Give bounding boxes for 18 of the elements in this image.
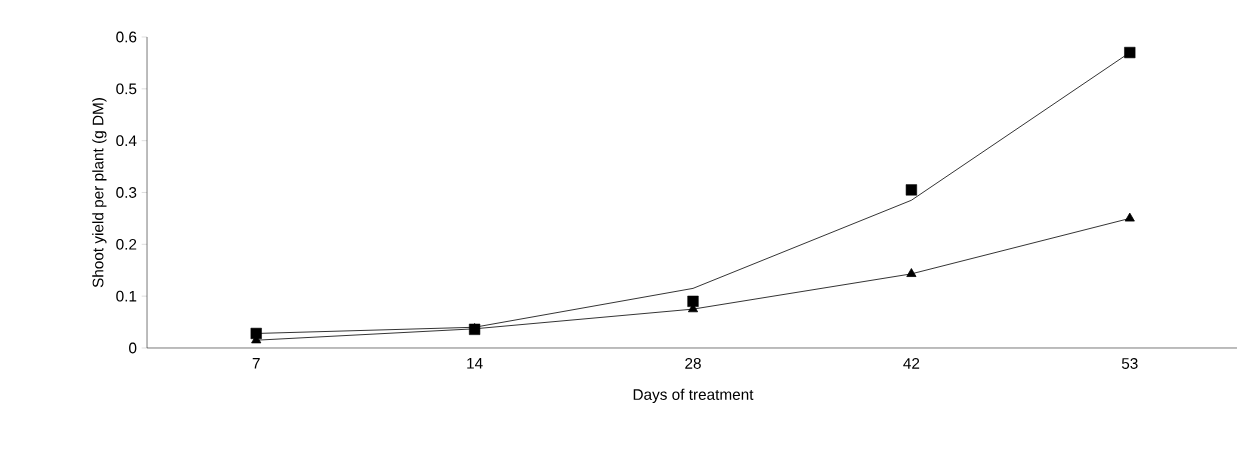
point [906, 268, 917, 277]
point [1124, 212, 1135, 222]
y-axis-title: Shoot yield per plant (g DM) [92, 98, 107, 288]
point [905, 184, 917, 196]
y-tick-label: 0.5 [116, 83, 137, 95]
x-tick-label: 14 [467, 358, 483, 369]
y-tick-label: 0.1 [116, 290, 137, 302]
point [1124, 46, 1136, 59]
x-tick-label: 42 [903, 358, 920, 369]
y-tick-label: 0.6 [116, 31, 137, 43]
x-tick-label: 28 [685, 358, 701, 369]
y-tick-label: 0.2 [116, 238, 137, 250]
x-axis-title: Days of treatment [633, 388, 754, 403]
y-tick-label: 0.4 [116, 135, 137, 147]
x-tick-label: 53 [1121, 358, 1138, 369]
x-tick-label: 7 [252, 358, 260, 369]
y-tick-label: 0.3 [116, 187, 137, 198]
y-tick-label: 0 [129, 342, 137, 354]
